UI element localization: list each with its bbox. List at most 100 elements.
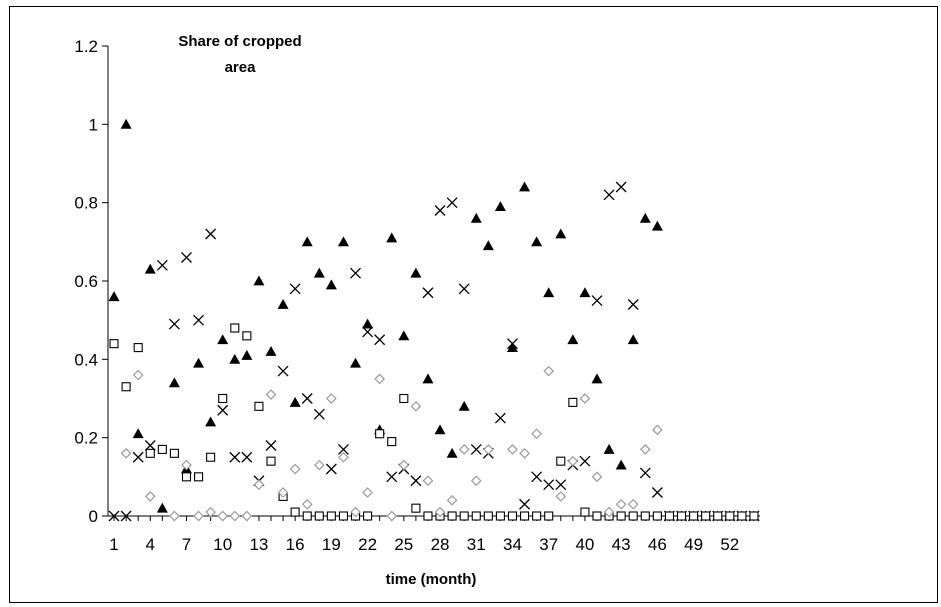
x-tick-label: 1 <box>109 535 118 554</box>
triangle-point <box>301 236 313 247</box>
square-point <box>363 511 373 521</box>
cross-point <box>108 510 120 522</box>
y-tick-label: 1 <box>89 115 98 134</box>
cross-point <box>446 197 458 209</box>
square-point <box>520 511 530 521</box>
diamond-point <box>277 487 289 498</box>
cross-point <box>470 443 482 455</box>
square-point <box>242 331 252 341</box>
cross-point <box>410 475 422 487</box>
cross-point <box>579 455 591 467</box>
square-point <box>218 393 228 404</box>
diamond-point <box>470 475 482 487</box>
diamond-point <box>326 393 337 404</box>
triangle-point <box>543 287 555 298</box>
diamond-point <box>169 510 180 522</box>
triangle-point <box>591 373 603 384</box>
chart-frame <box>9 6 938 603</box>
diamond-point <box>603 506 615 518</box>
cross-point <box>277 365 289 377</box>
square-point <box>544 511 554 521</box>
cross-point <box>168 318 180 330</box>
x-tick-label: 25 <box>394 535 413 554</box>
cross-point <box>229 451 241 463</box>
cross-point <box>591 295 603 307</box>
cross-point <box>555 479 567 491</box>
diamond-point <box>579 393 591 404</box>
triangle-point <box>627 334 639 345</box>
square-point <box>701 511 711 521</box>
triangle-point <box>253 275 265 286</box>
cross-point <box>639 467 651 479</box>
x-tick-label: 52 <box>720 535 739 554</box>
series-cross <box>108 181 760 522</box>
diamond-point <box>144 491 156 502</box>
square-point <box>423 511 433 521</box>
cross-point <box>289 283 301 295</box>
triangle-point <box>482 240 494 251</box>
square-point <box>689 511 699 521</box>
triangle-point <box>277 299 289 309</box>
triangle-point <box>615 459 627 470</box>
cross-point <box>386 471 398 483</box>
triangle-point <box>579 287 591 298</box>
x-tick-label: 4 <box>146 535 155 554</box>
diamond-point <box>289 463 301 475</box>
square-point <box>266 456 276 466</box>
triangle-point <box>555 228 567 239</box>
cross-point <box>301 393 313 404</box>
diamond-point <box>181 459 192 471</box>
triangle-point <box>337 236 349 247</box>
triangle-point <box>422 373 434 384</box>
y-tick-label: 0.8 <box>74 194 98 213</box>
cross-point <box>531 471 543 483</box>
diamond-point <box>350 506 361 518</box>
cross-point <box>241 451 253 463</box>
square-point <box>483 511 493 521</box>
square-point <box>375 429 385 439</box>
series-open-diamond <box>120 365 663 522</box>
triangle-point <box>470 212 482 223</box>
diamond-point <box>507 444 518 455</box>
triangle-point <box>506 342 518 352</box>
x-tick-label: 34 <box>503 535 522 554</box>
triangle-point <box>350 357 362 368</box>
triangle-point <box>458 400 470 411</box>
diamond-point <box>265 389 277 400</box>
square-point <box>399 393 409 404</box>
square-point <box>194 472 204 482</box>
diamond-point <box>519 447 530 459</box>
square-point <box>725 511 735 521</box>
triangle-point <box>362 318 374 329</box>
square-point <box>495 511 505 521</box>
triangle-point <box>217 334 229 345</box>
diamond-point <box>531 428 542 440</box>
data-points <box>108 118 760 522</box>
x-tick-label: 31 <box>467 535 486 554</box>
triangle-point <box>398 330 410 341</box>
triangle-point <box>132 428 144 439</box>
diamond-point <box>374 373 386 385</box>
square-point <box>640 511 650 521</box>
x-tick-label: 19 <box>322 535 341 554</box>
diamond-point <box>639 444 651 455</box>
square-point <box>157 444 167 454</box>
cross-point <box>603 189 615 201</box>
square-point <box>206 452 216 462</box>
triangle-point <box>313 267 325 278</box>
triangle-point <box>156 502 168 513</box>
diamond-point <box>362 487 373 498</box>
triangle-point <box>241 349 253 360</box>
cross-point <box>458 283 470 295</box>
square-point <box>314 511 324 521</box>
diamond-point <box>567 455 579 467</box>
square-point <box>447 511 457 521</box>
diamond-point <box>410 400 422 412</box>
cross-point <box>325 463 337 475</box>
x-tick-label: 13 <box>249 535 268 554</box>
cross-point <box>507 338 518 350</box>
diamond-point <box>446 494 458 506</box>
cross-point <box>519 498 531 510</box>
x-tick-label: 28 <box>431 535 450 554</box>
